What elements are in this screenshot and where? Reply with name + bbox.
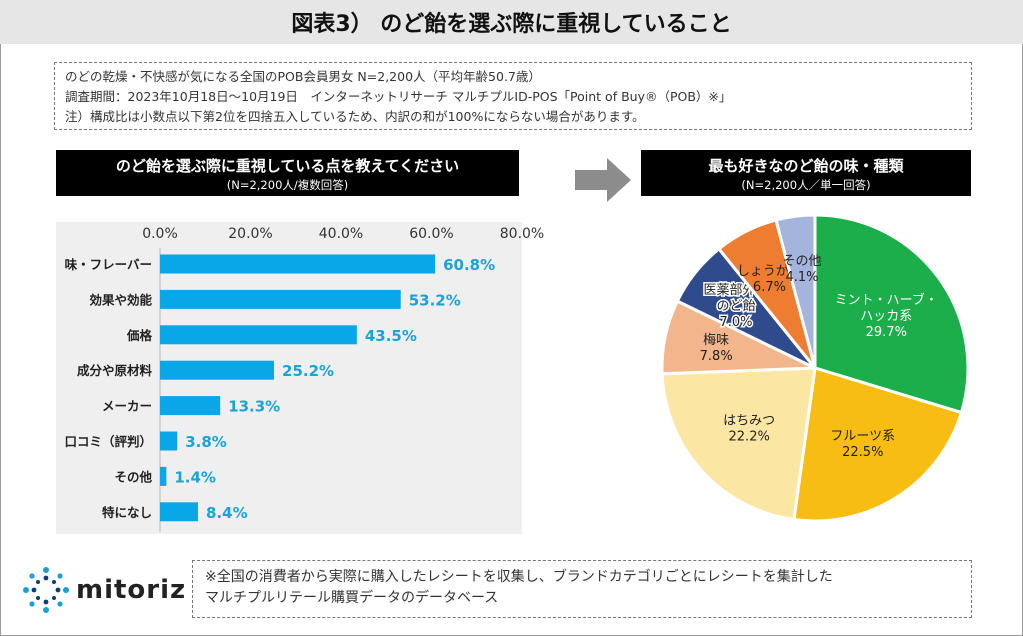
pie-slice (774, 213, 817, 369)
survey-info-line: 注）構成比は小数点以下第2位を四捨五入しているため、内訳の和が100%にならない… (65, 109, 645, 124)
pie-slice-label: その他 (783, 254, 822, 269)
bar-chart-panel (56, 222, 522, 534)
mitoriz-logo-icon (23, 567, 69, 613)
bar-value-label: 53.2% (409, 291, 461, 309)
pie-slice-value: 29.7% (866, 325, 907, 340)
pie-slice (813, 213, 970, 415)
category-label: 価格 (126, 328, 153, 343)
category-label: その他 (114, 469, 152, 484)
bar-chart-subtitle: (N=2,200人/複数回答) (226, 178, 349, 192)
logo-text: mitoriz (76, 575, 187, 605)
bar-value-label: 13.3% (228, 398, 280, 416)
pie-slice-value: 6.7% (753, 280, 786, 295)
mitoriz-logo: mitoriz (22, 566, 186, 614)
bar (160, 466, 167, 486)
bar-value-label: 25.2% (282, 362, 334, 380)
survey-info-line: 調査期間：2023年10月18日～10月19日 インターネットリサーチ マルチプ… (65, 89, 732, 104)
bar-value-label: 8.4% (206, 504, 248, 522)
bar (160, 325, 357, 345)
x-tick-label: 80.0% (500, 226, 544, 242)
pie-slice-value: 7.0% (719, 315, 752, 330)
pie-slice (792, 366, 964, 523)
pie-chart-title: 最も好きなのど飴の味・種類 (708, 157, 904, 175)
x-tick-label: 60.0% (409, 226, 453, 242)
bar (160, 360, 275, 380)
category-label: 成分や原材料 (77, 363, 153, 378)
footnote-line: ※全国の消費者から実際に購入したレシートを収集し、ブランドカテゴリごとにレシート… (205, 569, 833, 585)
x-tick-label: 0.0% (142, 226, 178, 242)
bar-value-label: 43.5% (365, 327, 417, 345)
bar (160, 289, 401, 309)
pie-slice-label: しょうが系 (737, 264, 802, 279)
pie-slice-value: 22.2% (729, 430, 770, 445)
bar (160, 396, 221, 416)
pie-slice-value: 7.8% (700, 349, 733, 364)
footnote-box: ※全国の消費者から実際に購入したレシートを収集し、ブランドカテゴリごとにレシート… (192, 560, 972, 618)
pie-slice-label: フルーツ系 (830, 429, 895, 444)
category-label: 味・フレーバー (65, 257, 152, 272)
bar-chart-header: のど飴を選ぶ際に重視している点を教えてください (N=2,200人/複数回答) (56, 150, 519, 196)
category-label: メーカー (102, 399, 152, 414)
pie-slice-label: ミント・ハーブ・ (835, 292, 938, 308)
pie-slice-label: ハッカ系 (860, 309, 912, 324)
pie-slice-label: のど飴 (716, 299, 755, 314)
category-label: 効果や効能 (89, 292, 152, 307)
bar-value-label: 60.8% (443, 256, 495, 274)
bar-value-label: 1.4% (174, 468, 216, 486)
pie-slice-value: 22.5% (842, 445, 883, 460)
pie-slice (660, 366, 817, 522)
pie-slice-label: 梅味 (703, 333, 729, 348)
bar (160, 502, 199, 522)
pie-slice-value: 4.1% (786, 270, 819, 285)
x-tick-label: 20.0% (228, 226, 272, 242)
bar-value-label: 3.8% (185, 433, 227, 451)
bar-chart-title: のど飴を選ぶ際に重視している点を教えてください (115, 157, 460, 175)
pie-slice-label: はちみつ (723, 414, 775, 429)
right-arrow-icon (575, 158, 631, 202)
x-tick-label: 40.0% (319, 226, 363, 242)
footnote-line: マルチプルリテール購買データのデータベース (205, 590, 499, 606)
bar (160, 254, 436, 274)
category-label: 口コミ（評判） (64, 434, 152, 449)
pie-chart-subtitle: (N=2,200人／単一回答) (741, 178, 871, 192)
category-label: 特になし (102, 505, 152, 520)
page-title: 図表3） のど飴を選ぶ際に重視していること (0, 0, 1023, 44)
pie-chart-header: 最も好きなのど飴の味・種類 (N=2,200人／単一回答) (641, 150, 971, 196)
survey-info-line: のどの乾燥・不快感が気になる全国のPOB会員男女 N=2,200人（平均年齢50… (65, 69, 541, 84)
survey-info-box: のどの乾燥・不快感が気になる全国のPOB会員男女 N=2,200人（平均年齢50… (54, 62, 972, 130)
bar (160, 431, 178, 451)
